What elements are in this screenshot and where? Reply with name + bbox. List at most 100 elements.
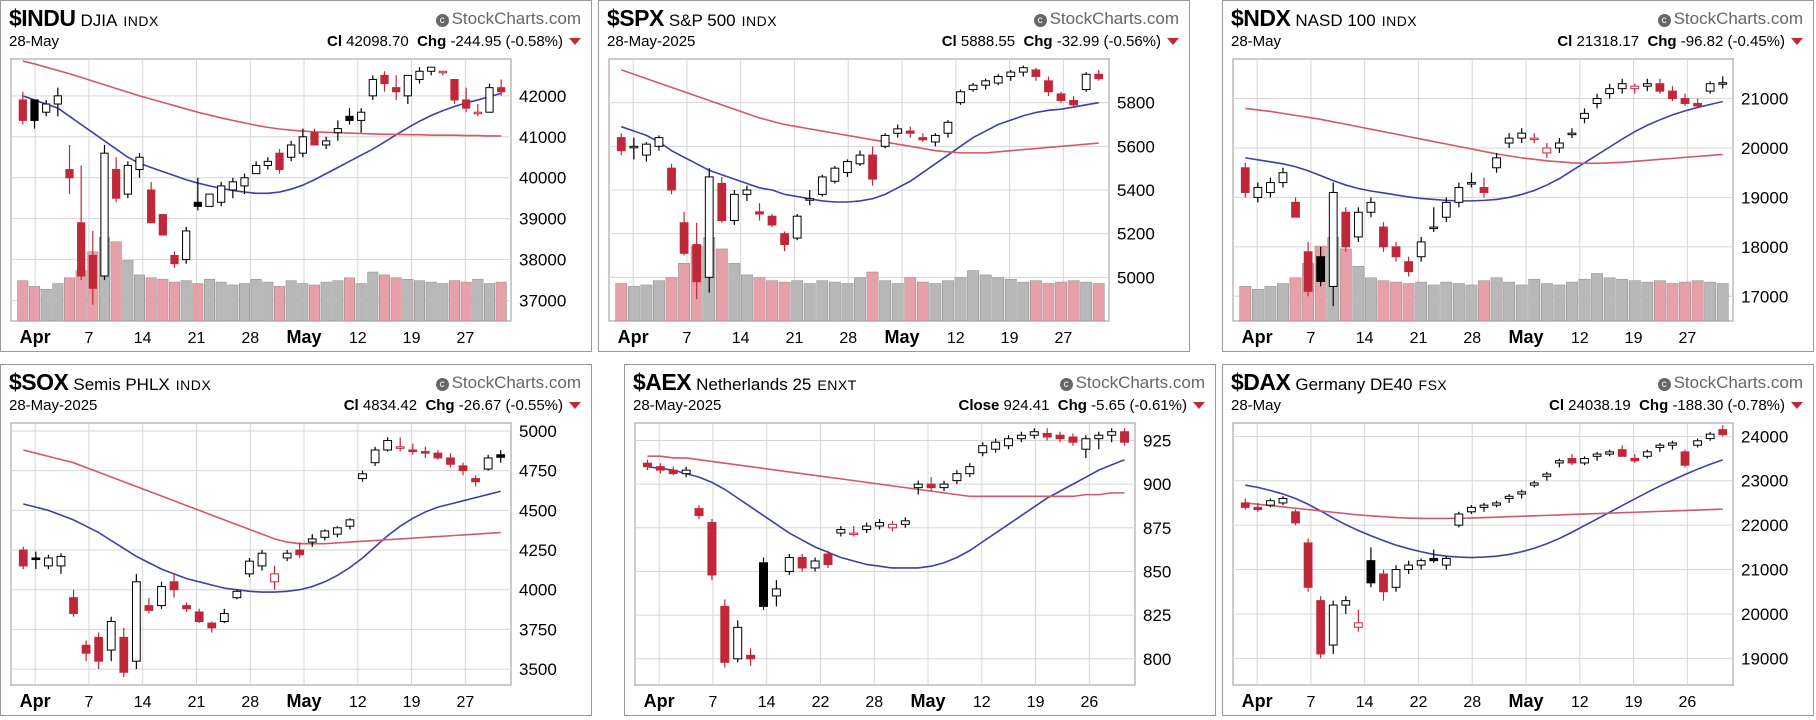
candle-body: [1042, 432, 1052, 438]
candle-body: [450, 78, 459, 101]
candle-body: [310, 132, 319, 146]
candle-body: [438, 70, 447, 74]
candle-body: [1504, 137, 1514, 144]
y-tick-label: 5600: [1117, 137, 1155, 156]
volume-bar: [1465, 284, 1478, 322]
chg-label: Chg: [1639, 397, 1669, 414]
x-tick-label: Apr: [1242, 691, 1273, 711]
volume-bar: [828, 281, 841, 322]
candle-body: [956, 91, 965, 104]
candle-body: [458, 465, 468, 472]
candle-body: [642, 462, 652, 468]
candle-body: [616, 137, 626, 152]
candle-body: [1567, 458, 1577, 464]
volume-bar: [355, 283, 367, 322]
candle-body: [887, 523, 897, 529]
panel-header: $NDX NASD 100 INDX c StockCharts.com: [1231, 5, 1803, 31]
candle-body: [1056, 93, 1066, 101]
candle-body: [194, 611, 204, 622]
candle-body: [1554, 142, 1564, 149]
y-tick-label: 38000: [519, 251, 566, 270]
candle-body: [836, 529, 846, 534]
candle-body: [275, 152, 284, 171]
price-chart: 925 900 875 850 825 800 Apr 7 14 22 28 May 12 19 26: [634, 422, 1171, 711]
candle-body: [18, 549, 28, 567]
volume-bar: [1080, 281, 1093, 322]
volume-bar: [942, 280, 954, 322]
candle-body: [1517, 491, 1527, 495]
chart-panel-ndx[interactable]: $NDX NASD 100 INDX c StockCharts.com 28-May Cl…: [1222, 0, 1814, 352]
x-tick-label: 14: [1356, 694, 1374, 711]
candle-body: [433, 452, 443, 459]
x-tick-label: 27: [1678, 330, 1696, 347]
quote-stats: Cl 4834.42 Chg -26.67 (-0.55%): [344, 397, 581, 414]
candle-body: [1031, 69, 1041, 77]
candle-body: [733, 626, 743, 660]
index-name: Germany DE40: [1295, 375, 1413, 394]
candle-body: [1693, 102, 1702, 107]
candle-body: [1567, 132, 1577, 136]
candle-body: [1006, 71, 1016, 77]
candle-body: [1016, 434, 1026, 440]
candle-body: [893, 128, 903, 134]
candle-body: [1266, 182, 1275, 193]
x-tick-label: 26: [1080, 694, 1098, 711]
candle-body: [1278, 497, 1288, 504]
candle-body: [332, 527, 342, 535]
candle-body: [1642, 83, 1652, 87]
candle-body: [823, 553, 833, 565]
y-tick-label: 21000: [1741, 90, 1788, 109]
volume-bar: [753, 277, 766, 322]
y-tick-label: 800: [1143, 650, 1171, 669]
candle-body: [1379, 573, 1388, 593]
close-label: Cl: [941, 33, 957, 50]
moving-average-line: [647, 455, 1125, 498]
volume-bar: [615, 283, 628, 322]
x-tick-label: May: [1509, 327, 1544, 347]
candle-body: [1366, 560, 1376, 584]
x-tick-label: 12: [1571, 330, 1589, 347]
candle-body: [707, 522, 717, 576]
volume-bar: [110, 241, 122, 322]
x-tick-label: Apr: [1242, 327, 1273, 347]
volume-bar: [425, 281, 437, 322]
volume-bar: [17, 280, 29, 322]
chg-label: Chg: [1057, 397, 1087, 414]
quote-date: 28-May-2025: [9, 397, 98, 414]
y-tick-label: 17000: [1741, 287, 1788, 306]
candle-body: [471, 478, 480, 483]
candle-body: [169, 581, 179, 591]
volume-bar: [29, 286, 40, 322]
quote-line: 28-May Cl 24038.19 Chg -188.30 (-0.78%): [1231, 397, 1803, 417]
candle-body: [270, 573, 279, 583]
candle-body: [170, 255, 179, 265]
x-tick-label: 21: [1410, 330, 1428, 347]
volume-bar: [1289, 277, 1302, 322]
y-tick-label: 825: [1143, 606, 1171, 625]
chart-panel-spx[interactable]: $SPX S&P 500 INDX c StockCharts.com 28-May-20…: [598, 0, 1190, 352]
candle-body: [1617, 83, 1627, 90]
candle-body: [784, 556, 794, 572]
volume-bar: [1540, 283, 1553, 322]
candle-body: [1630, 458, 1640, 462]
candle-body: [42, 103, 51, 113]
chart-panel-dax[interactable]: $DAX Germany DE40 FSX c StockCharts.com 28-Ma…: [1222, 364, 1814, 716]
candle-body: [119, 636, 129, 673]
chart-panel-sox[interactable]: $SOX Semis PHLX INDX c StockCharts.com 28-May…: [0, 364, 592, 716]
candle-body: [1018, 67, 1028, 73]
candle-body: [817, 176, 827, 195]
chart-panel-aex[interactable]: $AEX Netherlands 25 ENXT c StockCharts.com 28…: [624, 364, 1216, 716]
volume-bar: [627, 286, 640, 322]
candle-body: [1081, 73, 1091, 91]
candle-body: [1554, 460, 1564, 464]
candle-body: [1504, 495, 1514, 499]
chg-label: Chg: [425, 397, 455, 414]
volume-bar: [472, 278, 484, 322]
chart-panel-indu[interactable]: $INDU DJIA INDX c StockCharts.com 28-May Cl 42…: [0, 0, 592, 352]
candle-body: [333, 128, 342, 134]
copyright-icon: c: [1059, 378, 1073, 391]
volume-bar: [460, 281, 472, 322]
quote-stats: Cl 21318.17 Chg -96.82 (-0.45%): [1557, 33, 1803, 50]
symbol: $SPX: [607, 5, 664, 31]
volume-bar: [1390, 281, 1402, 322]
